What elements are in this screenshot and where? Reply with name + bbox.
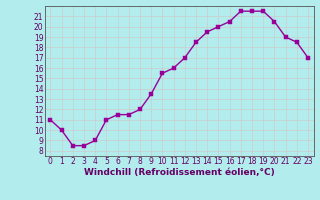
X-axis label: Windchill (Refroidissement éolien,°C): Windchill (Refroidissement éolien,°C) [84, 168, 275, 177]
